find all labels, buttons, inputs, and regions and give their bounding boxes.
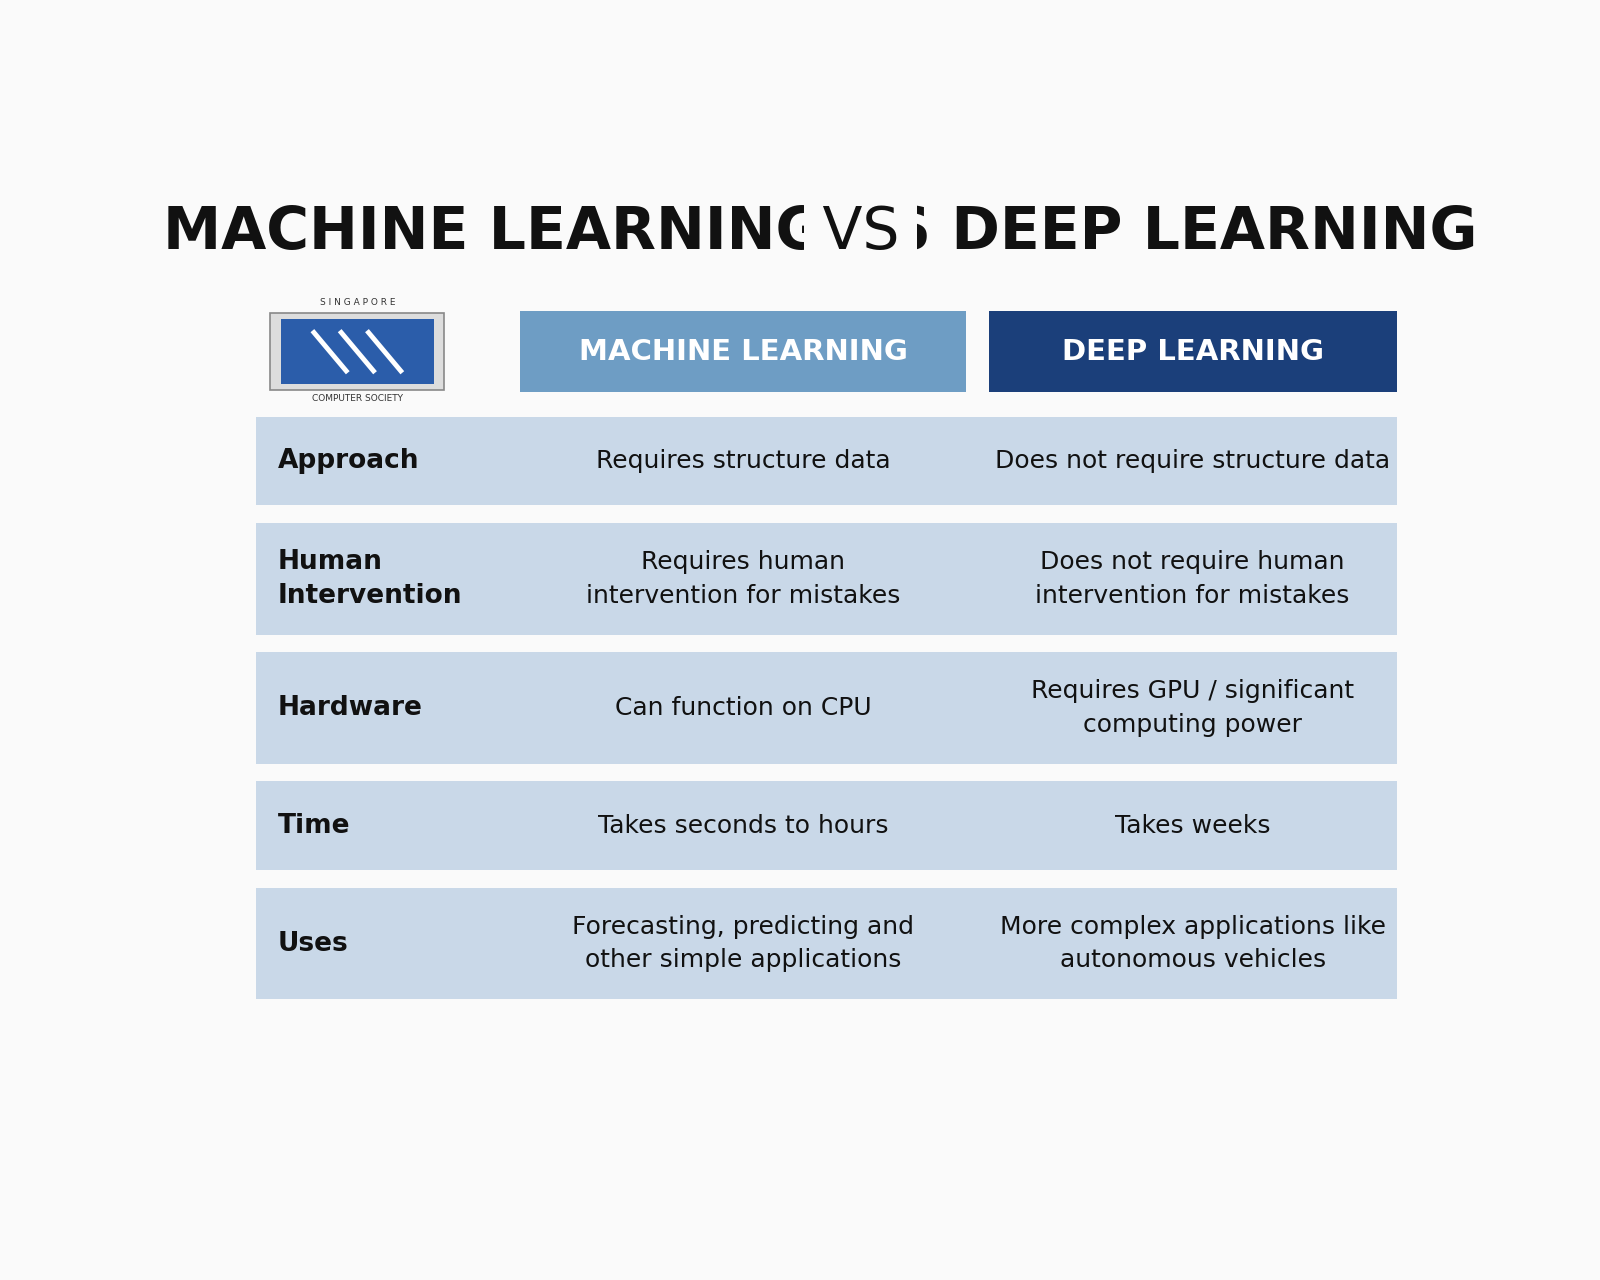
Text: Uses: Uses	[278, 931, 349, 956]
FancyBboxPatch shape	[256, 653, 1397, 764]
FancyBboxPatch shape	[270, 314, 445, 390]
Text: COMPUTER SOCIETY: COMPUTER SOCIETY	[312, 394, 403, 403]
FancyBboxPatch shape	[256, 524, 1397, 635]
Text: Requires structure data: Requires structure data	[595, 449, 891, 474]
Text: Can function on CPU: Can function on CPU	[614, 696, 872, 719]
FancyBboxPatch shape	[803, 195, 917, 270]
Text: Time: Time	[278, 813, 350, 838]
Text: Does not require human
intervention for mistakes: Does not require human intervention for …	[1035, 550, 1350, 608]
FancyBboxPatch shape	[989, 311, 1397, 392]
Text: Takes seconds to hours: Takes seconds to hours	[598, 814, 888, 838]
Text: Requires human
intervention for mistakes: Requires human intervention for mistakes	[586, 550, 901, 608]
Text: Takes weeks: Takes weeks	[1115, 814, 1270, 838]
Text: Human
Intervention: Human Intervention	[278, 549, 462, 609]
Text: Approach: Approach	[278, 448, 419, 474]
Text: MACHINE LEARNING: MACHINE LEARNING	[579, 338, 907, 366]
FancyBboxPatch shape	[280, 320, 434, 384]
Text: VS: VS	[803, 204, 918, 261]
FancyBboxPatch shape	[256, 781, 1397, 870]
FancyBboxPatch shape	[520, 311, 966, 392]
Text: More complex applications like
autonomous vehicles: More complex applications like autonomou…	[1000, 915, 1386, 973]
Text: S I N G A P O R E: S I N G A P O R E	[320, 298, 395, 307]
FancyBboxPatch shape	[256, 417, 1397, 506]
Text: MACHINE LEARNING VS DEEP LEARNING: MACHINE LEARNING VS DEEP LEARNING	[163, 204, 1477, 261]
FancyBboxPatch shape	[256, 888, 1397, 1000]
Text: Forecasting, predicting and
other simple applications: Forecasting, predicting and other simple…	[573, 915, 914, 973]
Text: Requires GPU / significant
computing power: Requires GPU / significant computing pow…	[1030, 680, 1354, 737]
Text: Hardware: Hardware	[278, 695, 422, 721]
Text: DEEP LEARNING: DEEP LEARNING	[1062, 338, 1323, 366]
Text: Does not require structure data: Does not require structure data	[995, 449, 1390, 474]
